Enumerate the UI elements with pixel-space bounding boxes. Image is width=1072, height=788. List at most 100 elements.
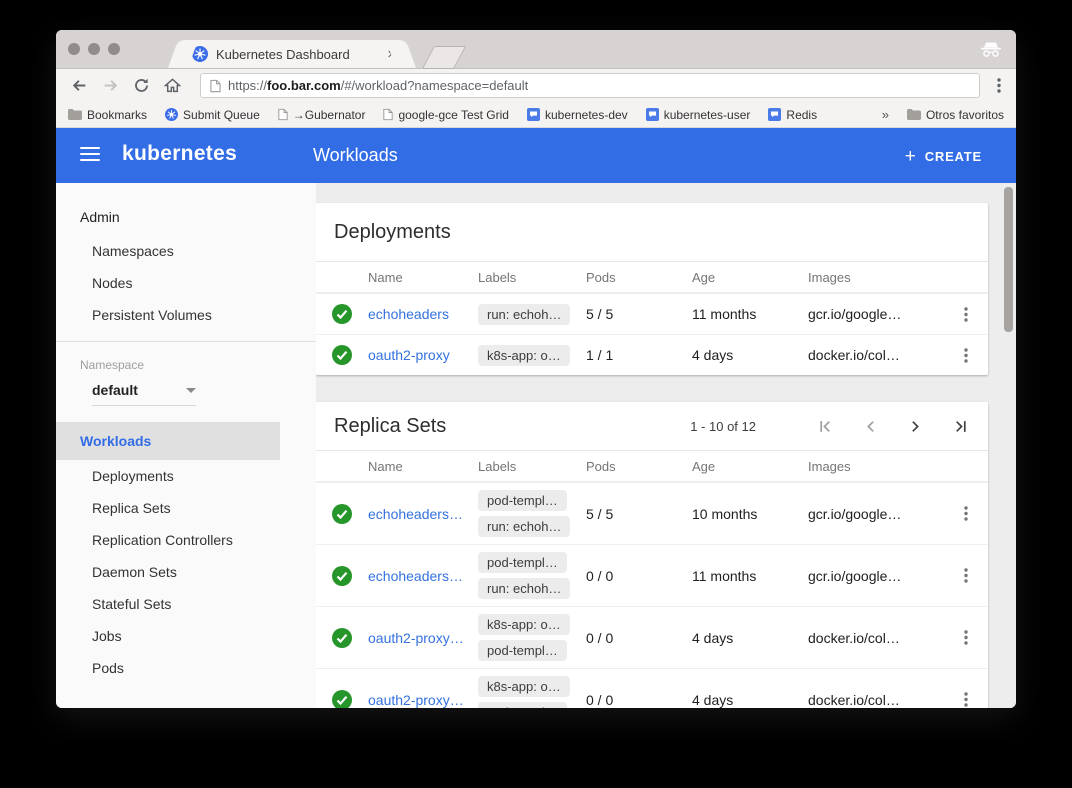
page-icon <box>383 108 394 121</box>
browser-tab[interactable]: Kubernetes Dashboard × <box>178 40 406 68</box>
resource-link[interactable]: oauth2-proxy… <box>368 629 464 646</box>
kubernetes-brand[interactable]: kubernetes <box>122 142 238 165</box>
tab-close-icon[interactable]: × <box>387 45 396 63</box>
table-row: echoheaders run: echoh… 5 / 5 11 months … <box>316 293 988 334</box>
replica-sets-card: Replica Sets 1 - 10 of 12 Name Labels <box>316 402 988 708</box>
reload-button[interactable] <box>128 75 155 96</box>
age-cell: 11 months <box>692 306 757 322</box>
chevron-down-icon <box>186 387 196 393</box>
new-tab-button[interactable] <box>421 46 467 69</box>
images-cell: gcr.io/google… <box>808 505 902 522</box>
bookmarks-overflow-chevron-icon[interactable]: » <box>881 107 889 122</box>
row-menu-icon[interactable] <box>960 563 972 588</box>
bookmark-gubernator[interactable]: →Gubernator <box>278 108 365 122</box>
page-title: Workloads <box>313 145 398 165</box>
kubernetes-icon <box>165 108 179 121</box>
resource-link[interactable]: echoheaders <box>368 306 449 322</box>
status-ok-icon <box>332 503 352 524</box>
label-chip: pod-templ… <box>478 640 567 661</box>
sidebar-item-namespaces[interactable]: Namespaces <box>92 243 174 259</box>
status-ok-icon <box>332 689 352 708</box>
resource-link[interactable]: oauth2-proxy… <box>368 691 464 708</box>
main-content: Deployments Name Labels Pods Age Images … <box>316 183 1016 708</box>
bookmark-google-gce-test-grid[interactable]: google-gce Test Grid <box>383 108 509 122</box>
status-ok-icon <box>332 345 352 365</box>
bookmark-kubernetes-dev[interactable]: kubernetes-dev <box>526 108 628 122</box>
forward-button[interactable] <box>97 75 124 96</box>
row-menu-icon[interactable] <box>960 501 972 526</box>
bookmark-kubernetes-user[interactable]: kubernetes-user <box>645 108 750 122</box>
browser-window: Kubernetes Dashboard × <box>56 30 1016 708</box>
sidebar-item-daemon-sets[interactable]: Daemon Sets <box>92 564 177 580</box>
sidebar-item-nodes[interactable]: Nodes <box>92 275 133 291</box>
sidebar-item-replica-sets[interactable]: Replica Sets <box>92 500 171 516</box>
close-window-button[interactable] <box>68 43 80 55</box>
bookmark-redis[interactable]: Redis <box>768 108 817 122</box>
status-ok-icon <box>332 304 352 324</box>
table-header: Name Labels Pods Age Images <box>316 450 988 482</box>
row-menu-icon[interactable] <box>960 343 972 368</box>
sidebar-item-workloads[interactable]: Workloads <box>56 422 280 460</box>
bookmark-otros-favoritos[interactable]: Otros favoritos <box>906 108 1004 122</box>
home-button[interactable] <box>159 75 186 96</box>
sidebar: Admin Namespaces Nodes Persistent Volume… <box>56 183 316 708</box>
address-bar[interactable]: https://foo.bar.com/#/workload?namespace… <box>200 73 980 98</box>
bookmark-submit-queue[interactable]: Submit Queue <box>165 108 260 122</box>
groups-icon <box>768 108 782 121</box>
sidebar-item-jobs[interactable]: Jobs <box>92 628 122 644</box>
sidebar-item-pods[interactable]: Pods <box>92 660 124 676</box>
images-cell: docker.io/col… <box>808 629 900 646</box>
table-row: oauth2-proxy k8s-app: o… 1 / 1 4 days do… <box>316 334 988 375</box>
images-cell: docker.io/col… <box>808 347 900 363</box>
groups-icon <box>645 108 659 121</box>
first-page-icon[interactable] <box>818 419 833 434</box>
zoom-window-button[interactable] <box>108 43 120 55</box>
age-cell: 4 days <box>692 691 734 708</box>
age-cell: 10 months <box>692 505 758 522</box>
browser-title-bar: Kubernetes Dashboard × <box>56 30 1016 69</box>
pagination: 1 - 10 of 12 <box>690 419 968 434</box>
create-button[interactable]: + CREATE <box>899 142 988 170</box>
last-page-icon[interactable] <box>953 419 968 434</box>
pods-cell: 0 / 0 <box>586 691 614 708</box>
status-ok-icon <box>332 565 352 586</box>
hamburger-menu-icon[interactable] <box>80 147 100 165</box>
sidebar-item-admin[interactable]: Admin <box>80 209 120 225</box>
namespace-value: default <box>92 382 138 398</box>
scrollbar-thumb[interactable] <box>1004 187 1013 332</box>
row-menu-icon[interactable] <box>960 687 972 708</box>
browser-nav-bar: https://foo.bar.com/#/workload?namespace… <box>56 69 1016 102</box>
label-chip: k8s-app: o… <box>478 344 570 366</box>
bookmark-bookmarks[interactable]: Bookmarks <box>68 108 147 122</box>
tab-title: Kubernetes Dashboard <box>216 46 350 62</box>
page-icon <box>278 108 288 121</box>
label-chip: pod-templ… <box>478 552 567 573</box>
sidebar-item-replication-controllers[interactable]: Replication Controllers <box>92 532 233 548</box>
label-chip: run: echoh… <box>478 578 571 599</box>
label-chip: k8s-app: o… <box>478 676 570 697</box>
label-chip: k8s-app: o… <box>478 614 570 635</box>
namespace-select[interactable]: default <box>92 382 196 406</box>
table-row: echoheaders… pod-templ… run: echoh… 5 / … <box>316 482 988 544</box>
table-row: oauth2-proxy… k8s-app: o… pod-templ… 0 /… <box>316 668 988 708</box>
browser-menu-icon[interactable] <box>992 75 1006 96</box>
previous-page-icon[interactable] <box>863 419 878 434</box>
pods-cell: 0 / 0 <box>586 629 614 646</box>
resource-link[interactable]: echoheaders… <box>368 567 463 584</box>
label-chip: pod-templ… <box>478 490 567 511</box>
table-header: Name Labels Pods Age Images <box>316 261 988 293</box>
age-cell: 11 months <box>692 567 757 584</box>
namespace-label: Namespace <box>80 358 145 372</box>
sidebar-item-persistent-volumes[interactable]: Persistent Volumes <box>92 307 212 323</box>
next-page-icon[interactable] <box>908 419 923 434</box>
resource-link[interactable]: oauth2-proxy <box>368 347 450 363</box>
row-menu-icon[interactable] <box>960 302 972 327</box>
back-button[interactable] <box>66 75 93 96</box>
row-menu-icon[interactable] <box>960 625 972 650</box>
resource-link[interactable]: echoheaders… <box>368 505 463 522</box>
minimize-window-button[interactable] <box>88 43 100 55</box>
sidebar-item-stateful-sets[interactable]: Stateful Sets <box>92 596 172 612</box>
sidebar-item-deployments[interactable]: Deployments <box>92 468 174 484</box>
age-cell: 4 days <box>692 629 734 646</box>
